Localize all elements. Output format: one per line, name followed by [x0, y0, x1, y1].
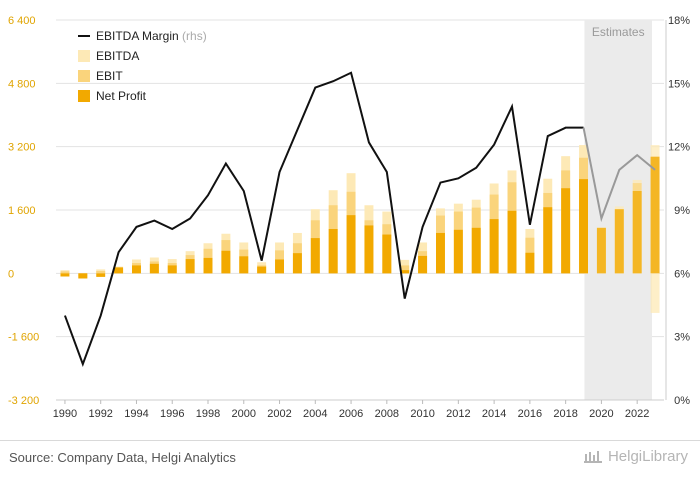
bar-net-profit	[471, 227, 481, 274]
line-ebitda-margin-estimate	[582, 127, 656, 223]
bar-net-profit	[543, 207, 553, 274]
right-axis: 0% 3% 6% 9% 12% 15% 18%	[665, 15, 690, 407]
legend-label-suffix: (rhs)	[179, 29, 207, 43]
bar-net-profit	[167, 265, 177, 274]
bar-net-profit	[203, 257, 213, 274]
bar-net-profit	[561, 188, 571, 274]
x-tick-label: 2018	[553, 408, 577, 420]
x-tick-label: 2002	[267, 408, 291, 420]
legend-label: Net Profit	[96, 89, 147, 103]
y-right-tick-label: 15%	[668, 78, 690, 90]
x-tick-label: 2022	[625, 408, 649, 420]
bar-net-profit	[436, 232, 445, 274]
x-axis: 1990 1992 1994 1996 1998 2000 2002 2004 2006 2008…	[53, 399, 664, 420]
y-right-tick-label: 12%	[668, 142, 690, 154]
x-tick-label: 2016	[518, 408, 542, 420]
chart: Estimates -3 200 -1 600 0 1 600 3 200 4 800 6 …	[8, 15, 690, 420]
bar-ebit	[60, 271, 70, 274]
y-left-tick-label: -1 600	[8, 332, 39, 344]
x-tick-label: 1994	[124, 408, 148, 420]
x-tick-label: 2012	[446, 408, 470, 420]
bar-net-profit	[328, 229, 338, 274]
legend-label: EBITDA Margin (rhs)	[96, 29, 207, 43]
y-right-tick-label: 18%	[668, 15, 690, 27]
bar-net-profit	[149, 263, 159, 274]
bar-net-profit	[525, 252, 535, 274]
y-left-tick-label: 0	[8, 268, 14, 280]
bar-net-profit	[400, 270, 410, 274]
bar-net-profit	[489, 219, 499, 274]
y-left-tick-label: -3 200	[8, 395, 39, 407]
bar-net-profit	[221, 250, 231, 274]
line-ebitda-margin	[64, 71, 584, 368]
y-left-tick-label: 4 800	[8, 78, 36, 90]
x-tick-label: 2014	[482, 408, 506, 420]
bar-net-profit	[275, 259, 284, 274]
bar-net-profit	[132, 265, 141, 274]
bar-net-profit	[96, 273, 106, 277]
bar-net-profit	[239, 256, 249, 274]
library-icon	[583, 450, 602, 463]
y-right-tick-label: 9%	[674, 205, 690, 217]
x-tick-label: 1996	[160, 408, 184, 420]
legend-label: EBIT	[96, 69, 123, 83]
bar-net-profit	[596, 227, 606, 274]
bar-ebitda-estimate-low	[650, 273, 660, 313]
left-axis: -3 200 -1 600 0 1 600 3 200 4 800 6 400	[8, 15, 39, 407]
bar-net-profit	[346, 215, 356, 274]
y-right-tick-label: 0%	[674, 395, 690, 407]
bar-net-profit	[382, 234, 392, 274]
bar-net-profit	[257, 266, 267, 274]
estimates-label: Estimates	[592, 25, 645, 39]
bar-net-profit	[650, 156, 660, 274]
footer-divider	[0, 440, 700, 441]
x-tick-label: 2004	[303, 408, 327, 420]
x-tick-label: 2000	[232, 408, 256, 420]
bar-net-profit	[453, 229, 463, 274]
y-left-tick-label: 3 200	[8, 142, 36, 154]
bar-net-profit	[292, 253, 302, 274]
x-tick-label: 1992	[88, 408, 112, 420]
bar-net-profit	[114, 267, 124, 274]
bar-net-profit	[418, 255, 428, 274]
bar-net-profit	[614, 209, 624, 274]
bar-ebit	[96, 270, 106, 274]
y-left-tick-label: 6 400	[8, 15, 36, 27]
legend-square-symbol	[78, 50, 90, 62]
x-tick-label: 2010	[410, 408, 434, 420]
legend-square-symbol	[78, 90, 90, 102]
legend-square-symbol	[78, 70, 90, 82]
legend: EBITDA Margin (rhs) EBITDA EBIT Net Profit	[78, 29, 207, 103]
x-tick-label: 2008	[375, 408, 399, 420]
margin-line	[64, 71, 656, 368]
x-tick-label: 2020	[589, 408, 613, 420]
bar-net-profit	[364, 225, 374, 274]
bars	[60, 145, 660, 313]
brand-name: HelgiLibrary	[607, 448, 688, 465]
bar-net-profit	[185, 259, 195, 274]
bar-net-profit	[579, 179, 588, 274]
source-note: Source: Company Data, Helgi Analytics	[9, 450, 236, 465]
x-tick-label: 1998	[196, 408, 220, 420]
y-right-tick-label: 3%	[674, 332, 690, 344]
bar-ebit	[400, 265, 410, 274]
y-left-tick-label: 1 600	[8, 205, 36, 217]
bar-net-profit	[78, 273, 88, 279]
x-tick-label: 2006	[339, 408, 363, 420]
x-tick-label: 1990	[53, 408, 77, 420]
grid	[56, 19, 664, 401]
bar-net-profit	[632, 191, 642, 274]
legend-label: EBITDA	[96, 49, 139, 63]
bar-net-profit	[507, 210, 517, 274]
bar-net-profit	[60, 273, 70, 277]
brand-logo[interactable]: HelgiLibrary	[583, 448, 688, 465]
bar-net-profit	[310, 238, 320, 274]
y-right-tick-label: 6%	[674, 268, 690, 280]
